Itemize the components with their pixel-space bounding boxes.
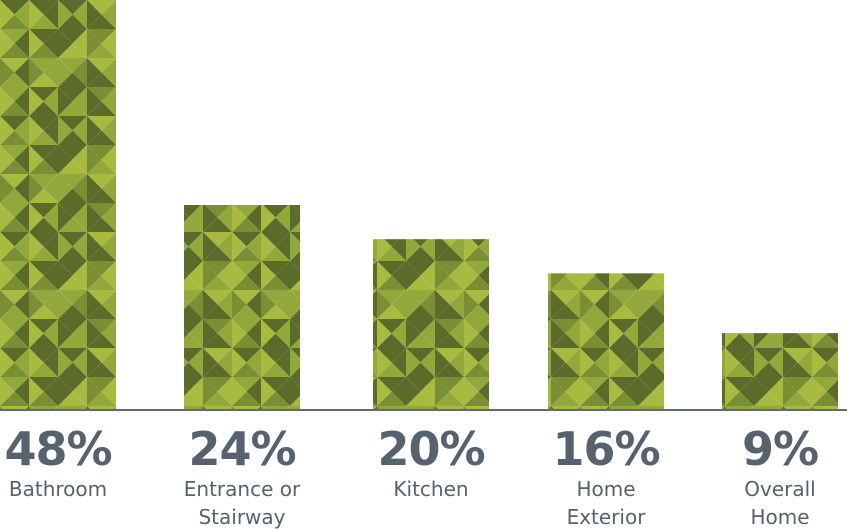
value-label: 24% [188, 422, 296, 476]
value-label: 16% [552, 422, 660, 476]
category-label: Bathroom [8, 477, 108, 501]
category-label: Overall Home [744, 477, 816, 529]
value-label: 48% [4, 422, 112, 476]
value-label: 9% [741, 422, 819, 476]
category-label: Entrance or Stairway [183, 477, 301, 529]
bar [548, 273, 664, 410]
category-label: Home Exterior [566, 477, 646, 529]
bar [373, 239, 489, 410]
bar [184, 205, 300, 410]
bar [722, 333, 838, 410]
value-label: 20% [377, 422, 485, 476]
bar [0, 0, 116, 410]
category-label: Kitchen [393, 477, 469, 501]
